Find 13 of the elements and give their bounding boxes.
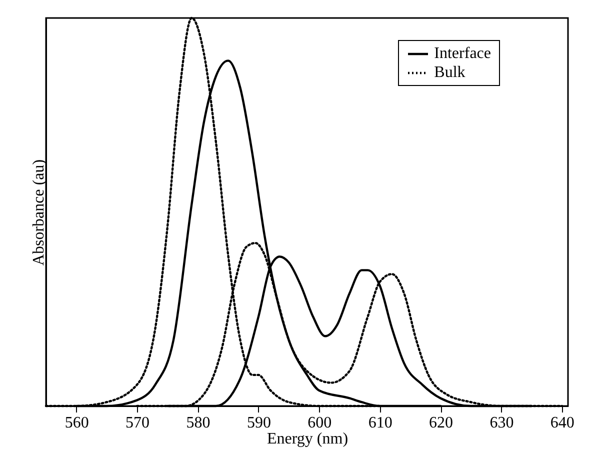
y-axis-title: Absorbance (au) [30,159,48,266]
legend-label: Bulk [434,63,466,82]
x-tick-label: 560 [64,414,89,432]
x-tick-label: 630 [490,414,514,432]
x-tick-label: 600 [308,414,332,432]
x-tick-label: 640 [550,414,574,432]
x-tick-label: 580 [186,414,210,432]
x-axis-title: Energy (nm) [266,430,348,448]
x-tick-label: 610 [368,414,392,432]
x-tick-label: 570 [126,414,150,432]
legend-label: Interface [434,44,491,63]
x-tick-label: 620 [429,414,454,432]
x-tick-label: 590 [246,414,271,432]
